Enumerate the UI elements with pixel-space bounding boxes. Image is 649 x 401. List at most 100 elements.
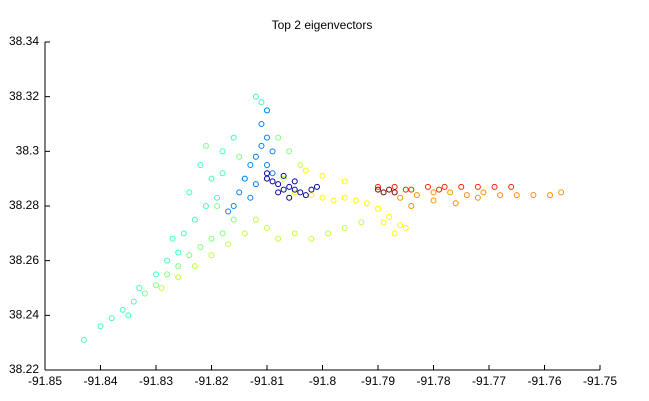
point xyxy=(330,197,337,204)
point xyxy=(497,192,504,199)
point xyxy=(352,197,359,204)
point xyxy=(302,192,309,199)
point xyxy=(313,183,320,190)
point xyxy=(264,107,270,114)
point xyxy=(252,216,259,223)
point xyxy=(513,192,520,199)
y-tick-label: 38.22 xyxy=(9,362,39,376)
x-tick-label: -91.83 xyxy=(139,374,173,388)
point xyxy=(386,186,393,193)
point xyxy=(319,172,326,179)
point xyxy=(97,323,104,330)
point xyxy=(208,235,215,242)
point xyxy=(153,271,159,278)
point xyxy=(258,142,265,149)
point xyxy=(402,186,409,193)
point xyxy=(474,194,481,201)
point xyxy=(130,298,137,305)
point xyxy=(175,274,182,281)
y-tick-label: 38.26 xyxy=(9,253,39,267)
x-tick-label: -91.82 xyxy=(194,374,228,388)
x-tick-label: -91.79 xyxy=(361,374,395,388)
point xyxy=(275,235,282,242)
point xyxy=(164,271,171,278)
chart-title: Top 2 eigenvectors xyxy=(272,18,373,32)
y-tick-label: 38.28 xyxy=(9,198,39,212)
point xyxy=(375,186,381,193)
point xyxy=(397,222,404,229)
point xyxy=(241,230,248,237)
point xyxy=(197,162,204,168)
point xyxy=(247,194,254,201)
point xyxy=(286,183,293,190)
point xyxy=(230,203,237,209)
point xyxy=(241,175,248,182)
point xyxy=(458,183,465,190)
point xyxy=(208,252,215,259)
point xyxy=(264,162,270,168)
point xyxy=(197,244,204,250)
point xyxy=(264,224,270,231)
point xyxy=(247,162,254,168)
point xyxy=(264,134,270,141)
x-tick-label: -91.76 xyxy=(527,374,561,388)
point xyxy=(164,257,171,264)
point xyxy=(413,192,420,199)
point xyxy=(480,189,487,196)
point xyxy=(474,183,481,190)
point xyxy=(341,194,348,201)
x-tick-label: -91.75 xyxy=(583,374,617,388)
point xyxy=(191,216,198,223)
x-tick-label: -91.8 xyxy=(309,374,337,388)
point xyxy=(252,181,259,188)
y-tick-label: 38.24 xyxy=(9,308,39,322)
point xyxy=(136,285,143,291)
point xyxy=(308,235,315,242)
point xyxy=(175,263,182,270)
point xyxy=(291,189,298,196)
point xyxy=(258,99,265,106)
point xyxy=(291,186,298,193)
point xyxy=(430,189,437,196)
point xyxy=(236,189,243,196)
point xyxy=(558,189,565,196)
point xyxy=(219,148,226,155)
point xyxy=(252,93,259,100)
point xyxy=(447,189,454,196)
point xyxy=(169,235,176,242)
point xyxy=(302,167,309,174)
point xyxy=(275,134,282,141)
point xyxy=(341,224,348,231)
point xyxy=(491,183,498,190)
point xyxy=(208,175,215,182)
point xyxy=(214,203,221,209)
point xyxy=(230,134,237,141)
point xyxy=(430,197,437,204)
point xyxy=(319,194,326,201)
point xyxy=(291,230,298,237)
point xyxy=(275,181,282,188)
point xyxy=(280,172,287,179)
point xyxy=(269,178,276,185)
point xyxy=(547,192,554,199)
point xyxy=(436,186,443,193)
point xyxy=(219,230,226,237)
x-tick-label: -91.78 xyxy=(416,374,450,388)
point xyxy=(219,170,226,177)
point xyxy=(269,170,276,177)
point xyxy=(391,230,398,237)
point xyxy=(186,189,193,196)
point xyxy=(141,290,148,297)
point xyxy=(225,208,232,215)
point xyxy=(252,153,259,160)
point xyxy=(280,175,287,182)
point xyxy=(325,230,332,237)
point xyxy=(386,213,393,220)
point xyxy=(530,192,537,199)
point xyxy=(108,315,115,322)
point xyxy=(153,282,159,289)
point xyxy=(291,178,298,185)
point xyxy=(225,241,232,248)
point xyxy=(375,205,381,212)
